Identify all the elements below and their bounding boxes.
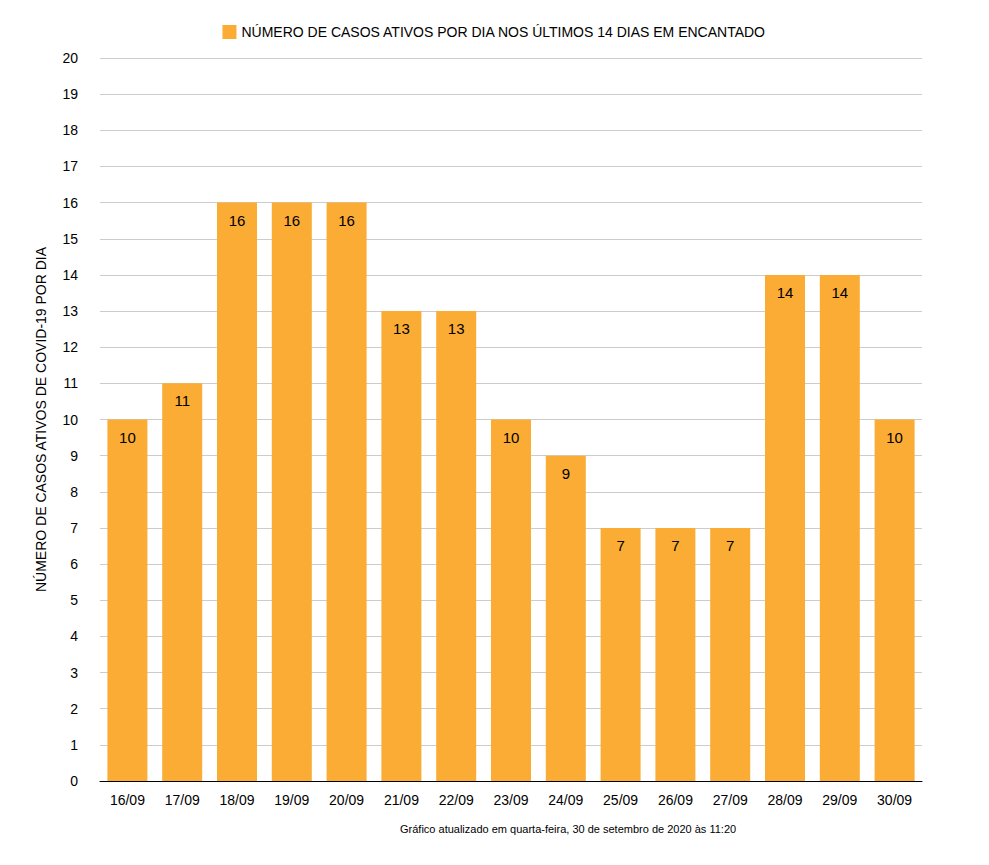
svg-text:NÚMERO DE CASOS ATIVOS POR DIA: NÚMERO DE CASOS ATIVOS POR DIA NOS ÚLTIM… [241,24,765,40]
svg-text:26/09: 26/09 [658,792,693,808]
svg-text:30/09: 30/09 [877,792,912,808]
svg-text:Gráfico atualizado em quarta-f: Gráfico atualizado em quarta-feira, 30 d… [400,823,736,835]
svg-text:19/09: 19/09 [274,792,309,808]
svg-text:12: 12 [62,339,78,355]
svg-text:7: 7 [616,537,624,554]
svg-text:7: 7 [726,537,734,554]
svg-text:23/09: 23/09 [493,792,528,808]
svg-text:19: 19 [62,86,78,102]
svg-text:7: 7 [70,520,78,536]
svg-text:7: 7 [671,537,679,554]
svg-text:13: 13 [393,320,410,337]
svg-text:3: 3 [70,665,78,681]
svg-text:13: 13 [62,303,78,319]
svg-text:2: 2 [70,701,78,717]
svg-text:16/09: 16/09 [110,792,145,808]
svg-text:16: 16 [283,212,300,229]
svg-text:16: 16 [62,195,78,211]
svg-text:10: 10 [62,412,78,428]
svg-text:NÚMERO DE CASOS ATIVOS DE COVI: NÚMERO DE CASOS ATIVOS DE COVID-19 POR D… [33,246,49,592]
svg-text:1: 1 [70,737,78,753]
svg-text:10: 10 [119,429,136,446]
svg-text:17/09: 17/09 [165,792,200,808]
svg-text:9: 9 [562,465,570,482]
svg-text:20/09: 20/09 [329,792,364,808]
svg-text:13: 13 [448,320,465,337]
svg-text:11: 11 [174,392,190,409]
svg-text:11: 11 [63,375,78,391]
svg-text:14: 14 [62,267,78,283]
svg-text:8: 8 [70,484,78,500]
svg-text:15: 15 [62,231,78,247]
svg-text:17: 17 [62,158,78,174]
svg-text:16: 16 [229,212,246,229]
svg-text:14: 14 [777,284,794,301]
svg-text:9: 9 [70,448,78,464]
svg-text:18/09: 18/09 [219,792,254,808]
svg-text:4: 4 [70,628,78,644]
svg-text:24/09: 24/09 [548,792,583,808]
svg-text:5: 5 [70,592,78,608]
svg-text:6: 6 [70,556,78,572]
svg-text:28/09: 28/09 [767,792,802,808]
svg-text:29/09: 29/09 [822,792,857,808]
svg-text:16: 16 [338,212,355,229]
svg-text:21/09: 21/09 [384,792,419,808]
svg-text:20: 20 [62,50,78,66]
svg-text:18: 18 [62,122,78,138]
svg-text:10: 10 [886,429,903,446]
svg-text:27/09: 27/09 [713,792,748,808]
svg-text:0: 0 [70,773,78,789]
svg-text:22/09: 22/09 [439,792,474,808]
svg-text:25/09: 25/09 [603,792,638,808]
svg-text:10: 10 [503,429,520,446]
svg-text:14: 14 [831,284,848,301]
